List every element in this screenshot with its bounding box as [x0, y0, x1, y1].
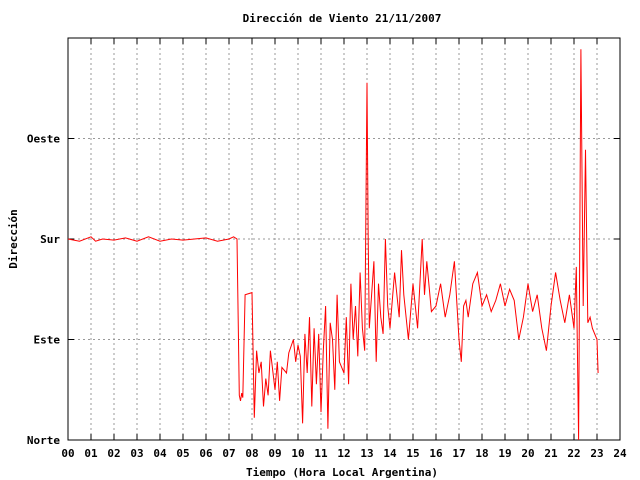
y-tick-label: Oeste: [27, 133, 60, 146]
y-tick-label: Norte: [27, 434, 60, 447]
x-tick-label: 05: [176, 447, 189, 460]
y-axis-ticks: Norte Este Sur Oeste: [27, 133, 620, 447]
x-tick-label: 15: [406, 447, 419, 460]
x-tick-label: 24: [613, 447, 627, 460]
x-tick-label: 00: [61, 447, 74, 460]
x-tick-label: 23: [590, 447, 603, 460]
x-tick-label: 10: [291, 447, 304, 460]
x-tick-label: 11: [314, 447, 328, 460]
x-tick-label: 21: [544, 447, 558, 460]
x-tick-label: 14: [383, 447, 397, 460]
x-tick-label: 12: [337, 447, 350, 460]
x-tick-label: 17: [452, 447, 465, 460]
x-tick-label: 22: [567, 447, 580, 460]
x-tick-label: 20: [521, 447, 534, 460]
x-tick-label: 06: [199, 447, 213, 460]
x-tick-label: 07: [222, 447, 235, 460]
x-tick-label: 04: [153, 447, 167, 460]
y-axis-label: Dirección: [7, 209, 20, 269]
x-tick-label: 13: [360, 447, 373, 460]
x-tick-label: 18: [475, 447, 488, 460]
x-tick-label: 19: [498, 447, 511, 460]
y-tick-label: Sur: [40, 233, 60, 246]
x-axis-ticks: 00 01 02 03 04 05 06 07 08 09 10 11 12 13 14 15 16 17 18 19…: [61, 38, 627, 460]
wind-direction-series: [67, 49, 599, 441]
chart-title: Dirección de Viento 21/11/2007: [243, 12, 442, 25]
x-tick-label: 02: [107, 447, 120, 460]
x-tick-label: 09: [268, 447, 281, 460]
x-tick-label: 03: [130, 447, 143, 460]
x-tick-label: 01: [84, 447, 98, 460]
x-axis-label: Tiempo (Hora Local Argentina): [246, 466, 438, 479]
y-tick-label: Este: [34, 334, 61, 347]
x-tick-label: 08: [245, 447, 258, 460]
grid-lines: [68, 38, 620, 440]
x-tick-label: 16: [429, 447, 443, 460]
